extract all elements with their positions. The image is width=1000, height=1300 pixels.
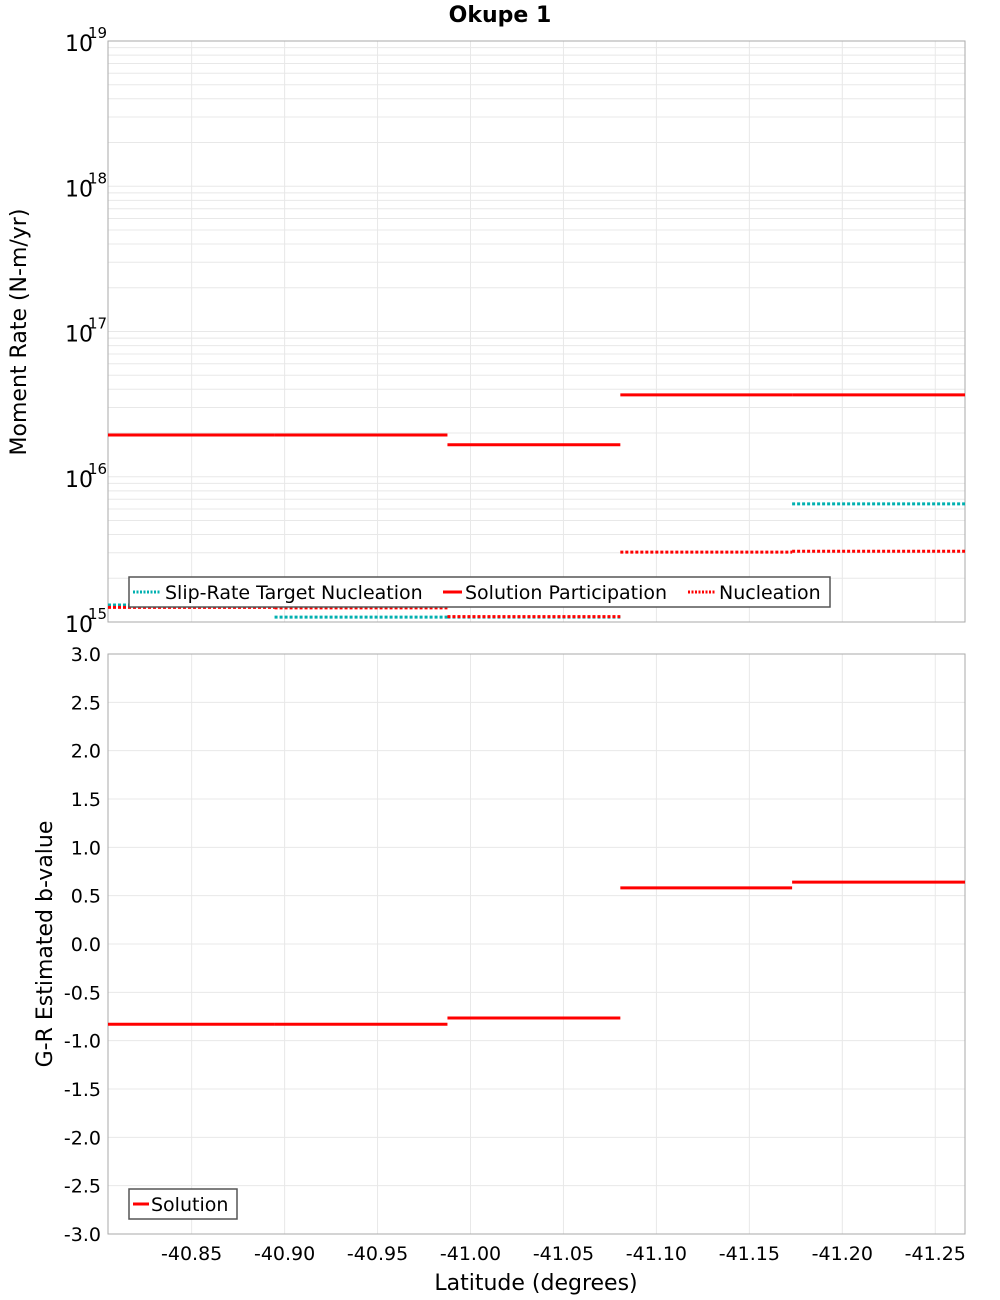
bottom-plot-frame xyxy=(107,653,966,1235)
y-tick-label: 10 xyxy=(65,32,93,57)
chart-title: Okupe 1 xyxy=(449,3,552,28)
top-plot-frame xyxy=(107,40,966,623)
y-tick-exponent: 17 xyxy=(88,315,107,333)
y-tick-label: 2.0 xyxy=(71,741,101,763)
bottom-y-axis-label: G-R Estimated b-value xyxy=(33,821,58,1068)
x-tick-label: -40.95 xyxy=(347,1243,408,1265)
y-tick-label: 1.5 xyxy=(71,789,101,811)
y-tick-label: 0.0 xyxy=(71,934,101,956)
legend-solution: Solution xyxy=(151,1194,228,1216)
y-tick-label: 10 xyxy=(65,323,93,348)
y-tick-label: -2.0 xyxy=(64,1127,101,1149)
bottom-legend: Solution xyxy=(128,1188,238,1220)
x-tick-label: -41.25 xyxy=(905,1243,966,1265)
y-tick-label: 0.5 xyxy=(71,886,101,908)
x-tick-label: -41.15 xyxy=(719,1243,780,1265)
x-tick-label: -40.85 xyxy=(161,1243,222,1265)
y-tick-label: 10 xyxy=(65,468,93,493)
y-tick-label: 1.0 xyxy=(71,837,101,859)
y-tick-label: 2.5 xyxy=(71,692,101,714)
legend-nucleation: Nucleation xyxy=(719,582,821,604)
y-tick-label: -2.5 xyxy=(64,1176,101,1198)
y-tick-exponent: 16 xyxy=(88,460,107,478)
legend-solution-participation: Solution Participation xyxy=(465,582,667,604)
x-axis-label: Latitude (degrees) xyxy=(434,1271,637,1296)
y-tick-label: -3.0 xyxy=(64,1224,101,1246)
y-tick-label: 10 xyxy=(65,613,93,638)
x-tick-label: -40.90 xyxy=(254,1243,315,1265)
y-tick-label: 3.0 xyxy=(71,644,101,666)
top-legend: Slip-Rate Target Nucleation Solution Par… xyxy=(128,576,831,608)
x-tick-label: -41.20 xyxy=(812,1243,873,1265)
y-tick-exponent: 15 xyxy=(88,605,107,623)
top-grid xyxy=(108,41,965,623)
legend-slip-rate-target: Slip-Rate Target Nucleation xyxy=(165,582,423,604)
y-tick-label: -1.0 xyxy=(64,1031,101,1053)
y-tick-exponent: 18 xyxy=(88,169,107,187)
top-y-axis-label: Moment Rate (N-m/yr) xyxy=(7,209,32,456)
x-tick-label: -41.05 xyxy=(533,1243,594,1265)
bottom-grid xyxy=(108,653,965,1235)
y-tick-label: -1.5 xyxy=(64,1079,101,1101)
x-tick-label: -41.00 xyxy=(440,1243,501,1265)
y-tick-label: 10 xyxy=(65,177,93,202)
y-tick-exponent: 19 xyxy=(88,24,107,42)
x-tick-label: -41.10 xyxy=(626,1243,687,1265)
y-tick-label: -0.5 xyxy=(64,982,101,1004)
